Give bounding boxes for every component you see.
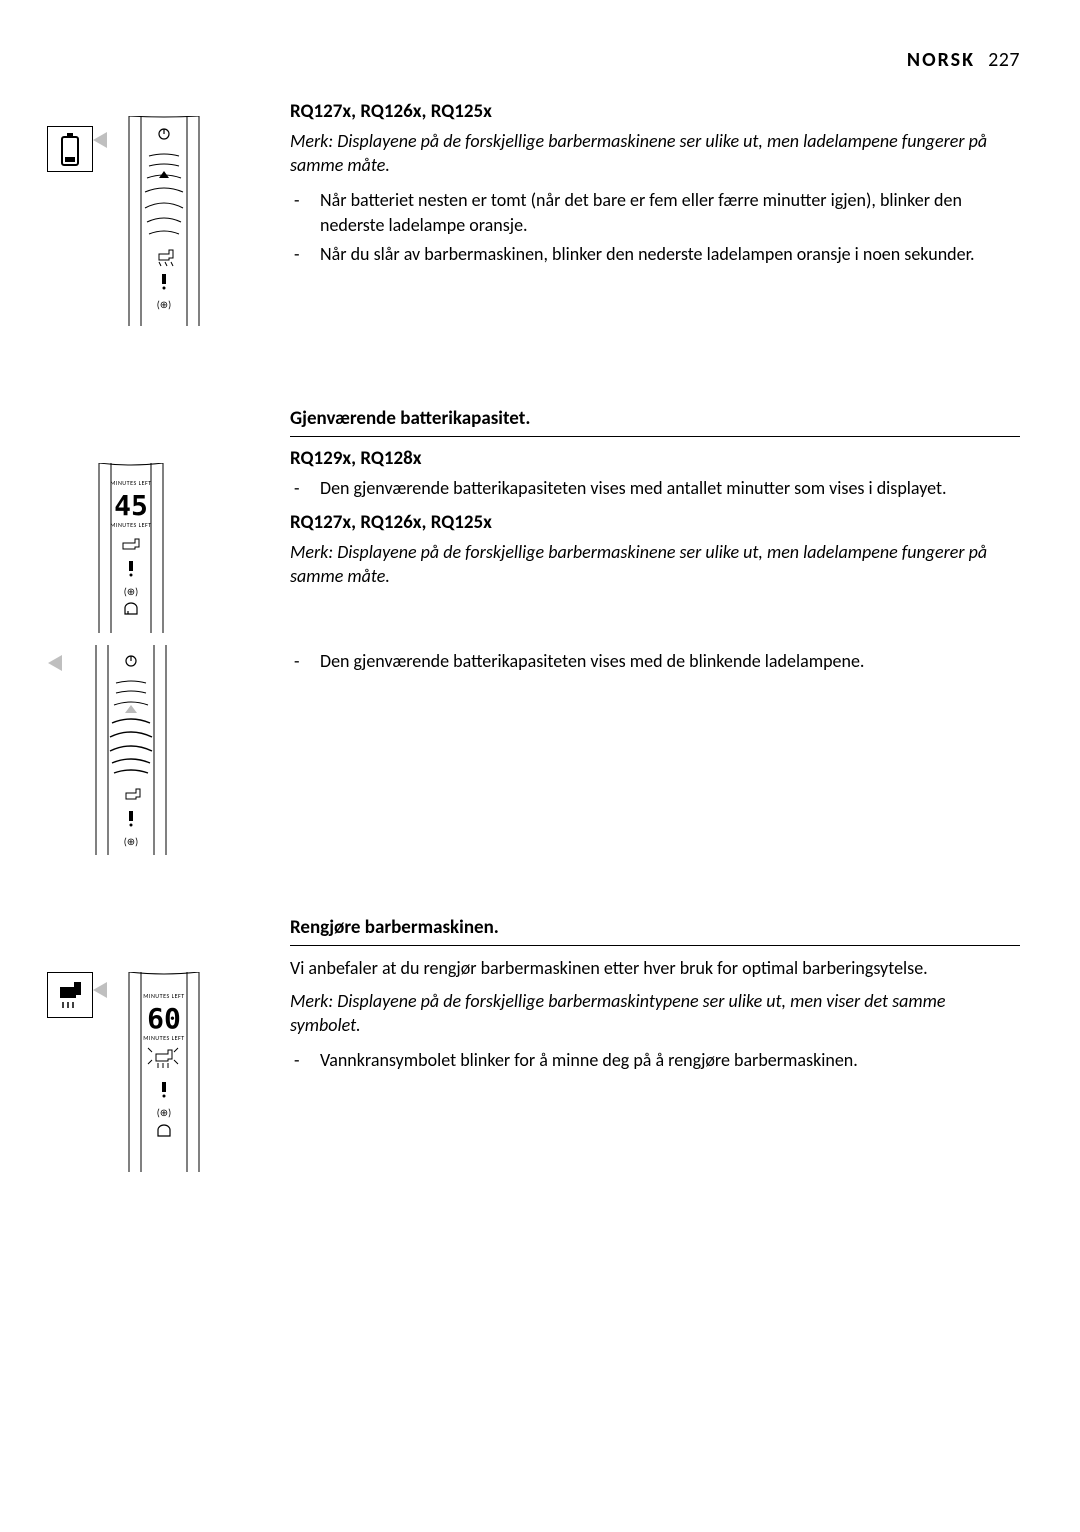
pointer-icon [48, 655, 62, 671]
header-page-number: 227 [988, 48, 1020, 72]
svg-text:MINUTES LEFT: MINUTES LEFT [143, 992, 184, 1000]
section-2-body: MINUTES LEFT 45 MINUTES LEFT (⊕) [0, 447, 1080, 876]
section2-rule [290, 436, 1020, 437]
section3-heading: Rengjøre barbermaskinen. [290, 916, 1020, 939]
section3-bullet-1: Vannkransymbolet blinker for å minne deg… [320, 1048, 858, 1073]
svg-text:60: 60 [147, 1002, 181, 1035]
section2b-bullets: -Den gjenværende batterikapasiteten vise… [290, 649, 1020, 674]
section1-note: Merk: Displayene på de forskjellige barb… [290, 129, 1020, 178]
shaver-display-45: MINUTES LEFT 45 MINUTES LEFT (⊕) [71, 463, 191, 633]
section2a-heading: RQ129x, RQ128x [290, 447, 1020, 470]
svg-text:(⊕): (⊕) [124, 835, 138, 848]
section2a-bullet-1: Den gjenværende batterikapasiteten vises… [320, 476, 947, 501]
section2a-bullets: -Den gjenværende batterikapasiteten vise… [290, 476, 1020, 501]
svg-text:(⊕): (⊕) [157, 1106, 171, 1119]
section-3-body: MINUTES LEFT 60 MINUTES LEFT (⊕) [0, 956, 1080, 1193]
section1-bullet-1: Når batteriet nesten er tomt (når det ba… [320, 188, 1020, 238]
section3-intro: Vi anbefaler at du rengjør barbermaskine… [290, 956, 1020, 981]
shaver-display-outline: (⊕) [109, 116, 219, 326]
svg-text:45: 45 [114, 489, 148, 522]
shaver-display-chevrons: (⊕) [76, 645, 186, 855]
tap-callout [47, 972, 93, 1018]
tap-icon [53, 978, 87, 1012]
section2b-bullet-1: Den gjenværende batterikapasiteten vises… [320, 649, 864, 674]
figure-1: (⊕) [0, 100, 250, 347]
svg-text:MINUTES LEFT: MINUTES LEFT [143, 1034, 184, 1042]
battery-low-callout [47, 126, 93, 172]
battery-low-icon [58, 131, 82, 167]
figure-3: MINUTES LEFT 60 MINUTES LEFT (⊕) [0, 956, 250, 1193]
section2b-heading: RQ127x, RQ126x, RQ125x [290, 511, 1020, 534]
figure-2: MINUTES LEFT 45 MINUTES LEFT (⊕) [0, 447, 250, 876]
pointer-icon [93, 982, 107, 998]
section1-bullets: -Når batteriet nesten er tomt (når det b… [290, 188, 1020, 268]
pointer-icon [93, 132, 107, 148]
svg-text:MINUTES LEFT: MINUTES LEFT [110, 479, 151, 487]
page-content: (⊕) RQ127x, RQ126x, RQ125x Merk: Display… [0, 100, 1080, 1193]
section3-rule [290, 945, 1020, 946]
section3-note: Merk: Displayene på de forskjellige barb… [290, 989, 1020, 1038]
page-header: NORSK 227 [907, 48, 1020, 72]
section1-bullet-2: Når du slår av barbermaskinen, blinker d… [320, 242, 975, 267]
section1-heading: RQ127x, RQ126x, RQ125x [290, 100, 1020, 123]
section2-heading: Gjenværende batterikapasitet. [290, 407, 1020, 430]
section2b-note: Merk: Displayene på de forskjellige barb… [290, 540, 1020, 589]
section3-bullets: -Vannkransymbolet blinker for å minne de… [290, 1048, 1020, 1073]
shaver-display-60: MINUTES LEFT 60 MINUTES LEFT (⊕) [109, 972, 219, 1172]
header-language: NORSK [907, 48, 975, 72]
section-1: (⊕) RQ127x, RQ126x, RQ125x Merk: Display… [0, 100, 1080, 347]
svg-text:(⊕): (⊕) [124, 585, 138, 598]
svg-text:MINUTES LEFT: MINUTES LEFT [110, 521, 151, 529]
svg-text:(⊕): (⊕) [157, 298, 171, 311]
